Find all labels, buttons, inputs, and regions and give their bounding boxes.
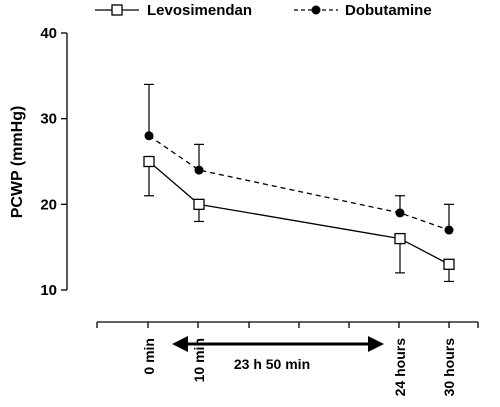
time-gap-label: 23 h 50 min: [234, 356, 310, 372]
legend-label-levosimendan: Levosimendan: [147, 2, 252, 19]
y-tick-label: 40: [40, 25, 57, 42]
legend: Levosimendan Dobutamine: [95, 2, 432, 19]
x-tick-label: 0 min: [141, 338, 157, 375]
data-point: [193, 198, 205, 210]
y-ticks: 10 20 30 40: [40, 25, 67, 299]
time-gap-annotation: 23 h 50 min: [172, 336, 384, 372]
legend-label-dobutamine: Dobutamine: [345, 2, 432, 19]
series-line: [148, 161, 450, 265]
series-line: [148, 135, 450, 231]
x-ticks: 0 min 10 min 24 hours 30 hours: [96, 322, 479, 397]
y-axis-label: PCWP (mmHg): [9, 106, 26, 219]
x-tick-label: 10 min: [191, 338, 207, 382]
legend-item-levosimendan: Levosimendan: [95, 2, 252, 19]
data-point: [444, 225, 454, 235]
data-point: [443, 258, 455, 270]
data-point: [144, 131, 154, 141]
time-gap-arrowhead-left: [172, 336, 188, 352]
x-axis: 0 min 10 min 24 hours 30 hours: [96, 321, 479, 397]
y-axis: 10 20 30 40 PCWP (mmHg): [9, 25, 68, 299]
data-point: [194, 165, 204, 175]
x-tick-label: 24 hours: [392, 338, 408, 397]
y-tick-label: 30: [40, 111, 57, 128]
series-levosimendan: [143, 155, 455, 283]
y-tick-label: 20: [40, 196, 57, 213]
x-tick-label: 30 hours: [441, 338, 457, 397]
series-layer: [143, 83, 455, 283]
data-point: [394, 232, 406, 245]
data-point: [143, 155, 155, 168]
series-dobutamine: [144, 83, 454, 235]
legend-item-dobutamine: Dobutamine: [294, 2, 432, 19]
data-point: [395, 208, 405, 218]
time-gap-arrowhead-right: [368, 336, 384, 352]
y-tick-label: 10: [40, 282, 57, 299]
